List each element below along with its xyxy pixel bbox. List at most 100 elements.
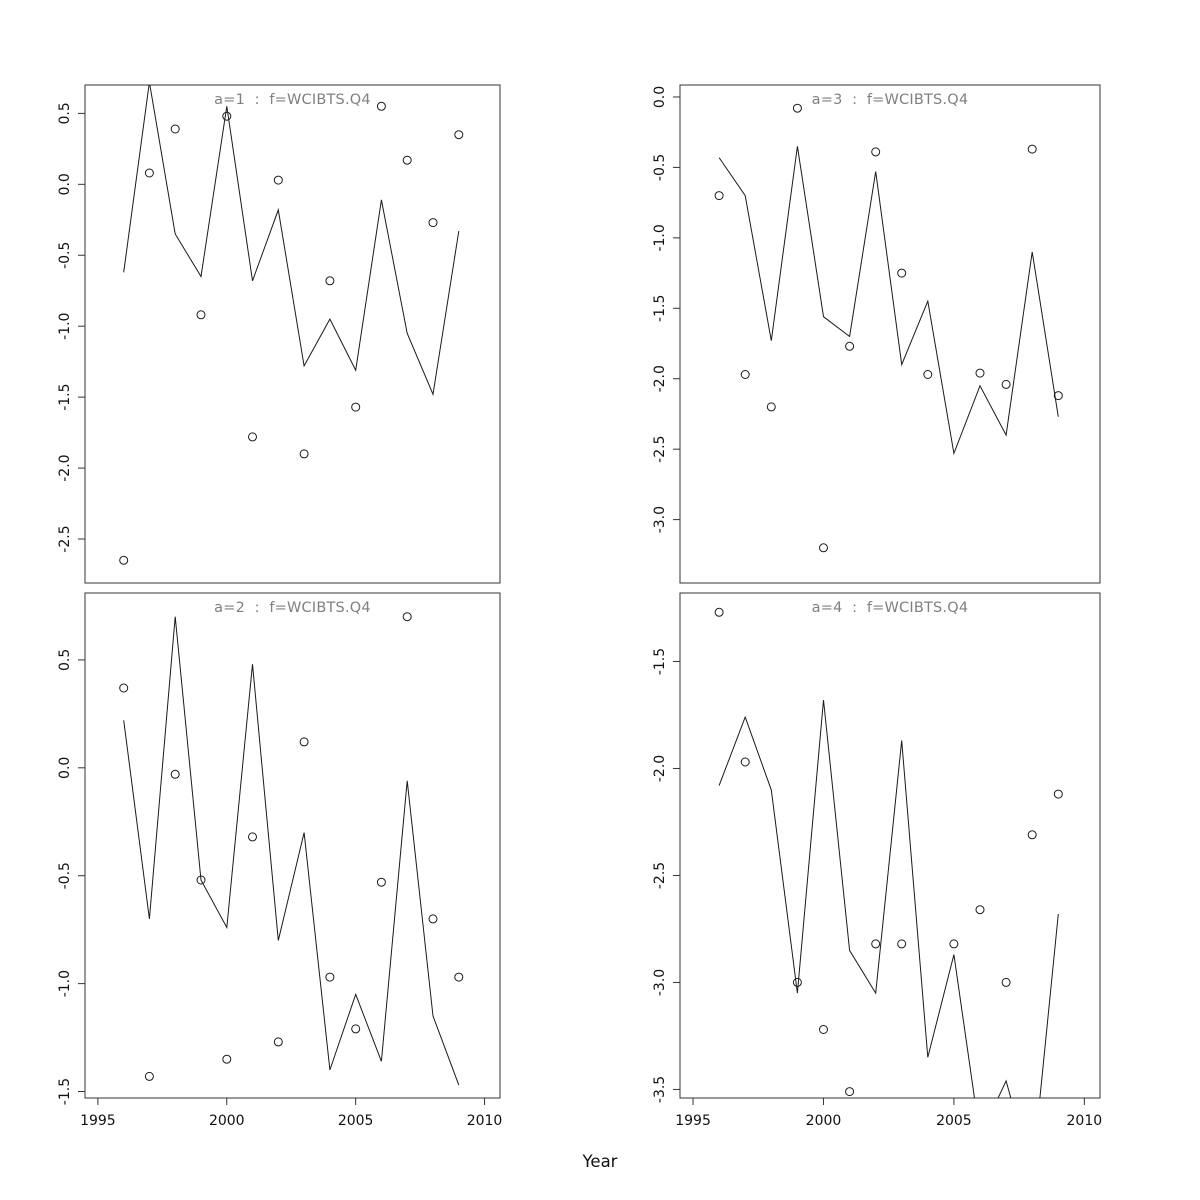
data-point bbox=[897, 939, 907, 949]
x-tick-label: 2000 bbox=[806, 1113, 842, 1129]
data-point bbox=[119, 683, 129, 693]
x-tick-label: 2010 bbox=[467, 1113, 503, 1129]
y-tick-label: -2.0 bbox=[652, 755, 668, 782]
panel-title-a1: a=1 : f=WCIBTS.Q4 bbox=[214, 92, 371, 108]
data-point bbox=[196, 875, 206, 885]
panel-border bbox=[679, 84, 1101, 584]
y-tick-label: 0.0 bbox=[57, 757, 73, 779]
y-tick-label: -3.5 bbox=[652, 1076, 668, 1103]
x-tick-label: 1995 bbox=[675, 1113, 711, 1129]
data-point bbox=[222, 1054, 232, 1064]
data-point bbox=[740, 370, 750, 379]
data-point bbox=[845, 1087, 855, 1097]
data-point bbox=[273, 175, 283, 185]
data-point bbox=[351, 402, 361, 412]
y-tick-label: 0.5 bbox=[57, 102, 73, 124]
x-tick-label: 2005 bbox=[338, 1113, 374, 1129]
data-point bbox=[897, 268, 907, 278]
panel-border bbox=[84, 592, 501, 1099]
y-tick-label: -3.0 bbox=[652, 506, 668, 533]
x-tick-label: 2000 bbox=[209, 1113, 245, 1129]
data-point bbox=[428, 218, 438, 228]
x-axis-label: Year bbox=[582, 1152, 618, 1171]
y-tick-label: -1.0 bbox=[652, 224, 668, 251]
data-point bbox=[792, 977, 802, 987]
data-point bbox=[325, 972, 335, 982]
data-point bbox=[792, 103, 802, 113]
a3-fitted-line bbox=[718, 146, 1059, 456]
y-tick-label: 0.0 bbox=[652, 86, 668, 108]
data-point bbox=[222, 111, 232, 121]
data-point bbox=[402, 155, 412, 165]
data-point bbox=[714, 607, 724, 617]
data-point bbox=[196, 310, 206, 320]
y-tick-label: -1.5 bbox=[57, 383, 73, 410]
x-tick-label: 2005 bbox=[936, 1113, 972, 1129]
data-point bbox=[428, 914, 438, 924]
data-point bbox=[819, 1025, 828, 1034]
panel-a2: 0.5 0.0 -0.5 -1.0 -1.5 1995 2000 2005 2010 a=2 : … bbox=[57, 592, 503, 1129]
data-point bbox=[923, 370, 933, 379]
data-point bbox=[248, 432, 257, 442]
data-point bbox=[975, 368, 985, 378]
y-tick-label: -1.0 bbox=[57, 970, 73, 997]
data-point bbox=[454, 972, 464, 982]
data-point bbox=[819, 543, 828, 553]
x-tick-label: 2010 bbox=[1067, 1113, 1103, 1129]
y-tick-label: -2.5 bbox=[652, 862, 668, 889]
y-tick-label: -1.5 bbox=[57, 1078, 73, 1105]
data-point bbox=[975, 905, 985, 915]
y-tick-label: -1.0 bbox=[57, 313, 73, 340]
panel-title-a2: a=2 : f=WCIBTS.Q4 bbox=[214, 600, 371, 616]
y-tick-label: 0.0 bbox=[57, 173, 73, 195]
y-tick-label: -3.0 bbox=[652, 969, 668, 996]
y-tick-label: -0.5 bbox=[57, 242, 73, 269]
panel-a4: -1.5 -2.0 -2.5 -3.0 -3.5 1995 2000 2005 2010 a=4 … bbox=[652, 592, 1103, 1129]
data-point bbox=[949, 939, 959, 949]
data-point bbox=[119, 555, 129, 565]
y-tick-label: -1.5 bbox=[652, 648, 668, 675]
data-point bbox=[714, 191, 724, 201]
data-point bbox=[248, 832, 257, 842]
panel-title-a4: a=4 : f=WCIBTS.Q4 bbox=[812, 600, 969, 616]
a2-fitted-line bbox=[123, 616, 460, 1086]
data-point bbox=[273, 1037, 283, 1047]
panel-border bbox=[84, 84, 501, 584]
panel-title-a3: a=3 : f=WCIBTS.Q4 bbox=[812, 92, 969, 108]
data-point bbox=[402, 612, 412, 622]
panel-a1: 0.5 0.0 -0.5 -1.0 -1.5 -2.0 -2.5 a=1 : f=WCIBTS… bbox=[57, 84, 501, 584]
data-point bbox=[376, 877, 386, 887]
data-point bbox=[871, 939, 881, 949]
data-point bbox=[740, 757, 750, 767]
data-point bbox=[1053, 391, 1063, 401]
data-point bbox=[351, 1024, 361, 1034]
y-tick-label: -0.5 bbox=[57, 862, 73, 889]
data-point bbox=[299, 737, 309, 747]
y-tick-label: -2.5 bbox=[57, 525, 73, 552]
y-tick-label: -2.0 bbox=[57, 454, 73, 481]
x-tick-label: 1995 bbox=[80, 1113, 116, 1129]
y-tick-label: 0.5 bbox=[57, 649, 73, 671]
a4-fitted-line bbox=[718, 699, 1059, 1098]
y-tick-label: -2.5 bbox=[652, 436, 668, 463]
panel-a3: 0.0 -0.5 -1.0 -1.5 -2.0 -2.5 -3.0 a=3 : f=WCIBT… bbox=[652, 84, 1101, 584]
a1-fitted-line bbox=[123, 85, 460, 397]
data-point bbox=[1001, 977, 1011, 987]
data-point bbox=[1053, 789, 1063, 799]
data-point bbox=[1001, 379, 1011, 389]
data-point bbox=[170, 769, 180, 779]
y-tick-label: -0.5 bbox=[652, 154, 668, 181]
data-point bbox=[766, 402, 776, 412]
data-point bbox=[871, 147, 881, 157]
data-point bbox=[170, 124, 180, 134]
data-point bbox=[845, 341, 855, 351]
data-point bbox=[454, 130, 464, 140]
data-point bbox=[1027, 830, 1037, 840]
y-tick-label: -2.0 bbox=[652, 365, 668, 392]
data-point bbox=[1027, 144, 1037, 154]
panel-border bbox=[679, 592, 1101, 1099]
y-tick-label: -1.5 bbox=[652, 295, 668, 322]
data-point bbox=[299, 449, 309, 459]
data-point bbox=[325, 276, 335, 286]
